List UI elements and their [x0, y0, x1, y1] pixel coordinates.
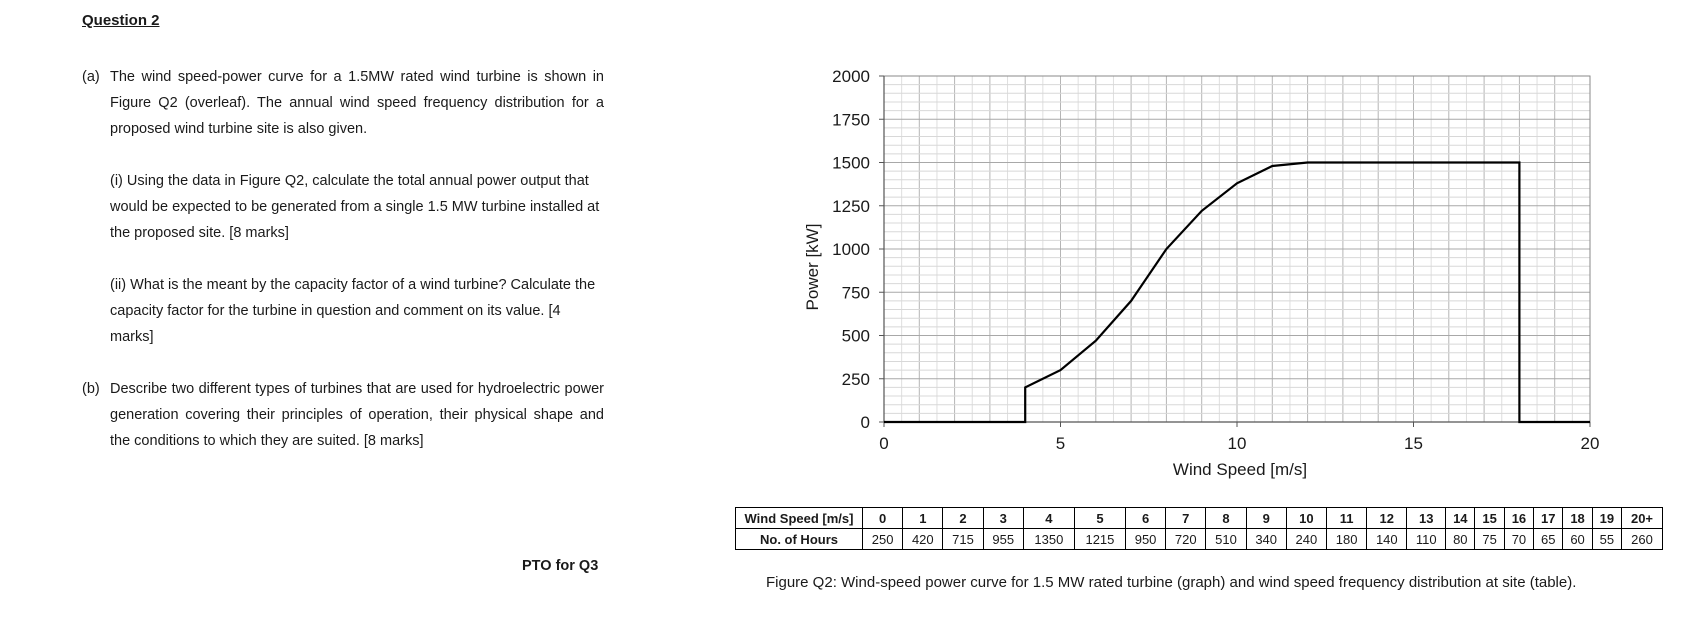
table-cell-hours: 1350: [1022, 528, 1075, 550]
table-cell-speed: 11: [1325, 507, 1368, 529]
x-tick-label: 0: [879, 434, 888, 453]
table-cell-hours: 65: [1533, 528, 1564, 550]
table-row-hours: No. of Hours 250 420 715 955 1350 1215 950 720 5…: [735, 528, 1663, 550]
table-cell-hours: 80: [1445, 528, 1476, 550]
table-cell-speed: 19: [1591, 507, 1623, 529]
chart-ticks: 0 5 10 15 20 0 250 500 750 1000 1250 1500 1750 2000: [832, 67, 1599, 453]
power-curve-line: [884, 161, 1590, 424]
x-axis-label: Wind Speed [m/s]: [1173, 460, 1307, 479]
table-row-label: Wind Speed [m/s]: [735, 507, 863, 529]
table-cell-speed: 17: [1533, 507, 1564, 529]
table-cell-speed: 18: [1562, 507, 1593, 529]
x-tick-label: 5: [1056, 434, 1065, 453]
table-cell-speed: 13: [1406, 507, 1447, 529]
y-tick-label: 500: [842, 327, 870, 346]
table-cell-hours: 55: [1591, 528, 1623, 550]
table-cell-hours: 720: [1165, 528, 1207, 550]
x-tick-label: 15: [1404, 434, 1423, 453]
y-tick-label: 750: [842, 283, 870, 302]
table-cell-hours: 240: [1285, 528, 1327, 550]
y-tick-label: 250: [842, 370, 870, 389]
table-cell-speed: 12: [1366, 507, 1408, 529]
wind-frequency-table: Wind Speed [m/s] 0 1 2 3 4 5 6 7 8 9 10 11 12 13 14 15 1…: [735, 507, 1663, 550]
table-cell-hours: 250: [861, 528, 904, 550]
y-tick-label: 0: [861, 413, 870, 432]
table-cell-speed: 8: [1205, 507, 1247, 529]
table-cell-speed: 3: [982, 507, 1024, 529]
table-cell-speed: 7: [1165, 507, 1207, 529]
table-cell-hours: 70: [1503, 528, 1535, 550]
table-cell-speed: 1: [902, 507, 944, 529]
y-tick-label: 2000: [832, 67, 870, 86]
pto-note: PTO for Q3: [522, 558, 599, 574]
table-cell-hours: 510: [1205, 528, 1247, 550]
table-cell-hours: 955: [982, 528, 1024, 550]
part-a-i-text: (i) Using the data in Figure Q2, calcula…: [110, 173, 600, 241]
y-tick-label: 1000: [832, 240, 870, 259]
table-cell-speed: 6: [1124, 507, 1167, 529]
table-cell-hours: 950: [1124, 528, 1167, 550]
part-b-marker: (b): [82, 381, 100, 397]
table-cell-speed: 4: [1022, 507, 1075, 529]
part-a-marker: (a): [82, 69, 100, 85]
y-tick-label: 1500: [832, 154, 870, 173]
table-cell-speed: 14: [1445, 507, 1476, 529]
table-cell-hours: 260: [1621, 528, 1663, 550]
x-tick-label: 10: [1228, 434, 1247, 453]
table-cell-hours: 715: [942, 528, 984, 550]
table-cell-hours: 75: [1474, 528, 1505, 550]
power-curve-chart: 0 5 10 15 20 0 250 500 750 1000 1250 1500 1750 2000 W…: [803, 67, 1599, 479]
table-cell-speed: 16: [1503, 507, 1535, 529]
table-cell-speed: 10: [1285, 507, 1327, 529]
table-cell-speed: 9: [1245, 507, 1287, 529]
table-cell-speed: 2: [942, 507, 984, 529]
y-tick-label: 1750: [832, 110, 870, 129]
question-title: Question 2: [82, 12, 160, 29]
table-cell-hours: 420: [902, 528, 944, 550]
y-tick-label: 1250: [832, 197, 870, 216]
table-row-label: No. of Hours: [735, 528, 863, 550]
figure-caption: Figure Q2: Wind-speed power curve for 1.…: [766, 574, 1577, 591]
table-cell-hours: 140: [1366, 528, 1408, 550]
table-row-wind-speed: Wind Speed [m/s] 0 1 2 3 4 5 6 7 8 9 10 11 12 13 14 15 1…: [735, 507, 1663, 529]
chart-grid: [883, 75, 1591, 423]
table-cell-hours: 180: [1325, 528, 1368, 550]
table-cell-hours: 60: [1562, 528, 1593, 550]
table-cell-speed: 20+: [1621, 507, 1663, 529]
table-cell-hours: 110: [1406, 528, 1447, 550]
part-a-ii-text: (ii) What is the meant by the capacity f…: [110, 277, 596, 345]
y-axis-label: Power [kW]: [803, 224, 822, 311]
table-cell-hours: 1215: [1073, 528, 1126, 550]
table-cell-speed: 0: [861, 507, 904, 529]
table-cell-hours: 340: [1245, 528, 1287, 550]
part-a-text: The wind speed-power curve for a 1.5MW r…: [110, 69, 604, 137]
part-b-text: Describe two different types of turbines…: [110, 381, 604, 449]
x-tick-label: 20: [1581, 434, 1600, 453]
table-cell-speed: 5: [1073, 507, 1126, 529]
table-cell-speed: 15: [1474, 507, 1505, 529]
